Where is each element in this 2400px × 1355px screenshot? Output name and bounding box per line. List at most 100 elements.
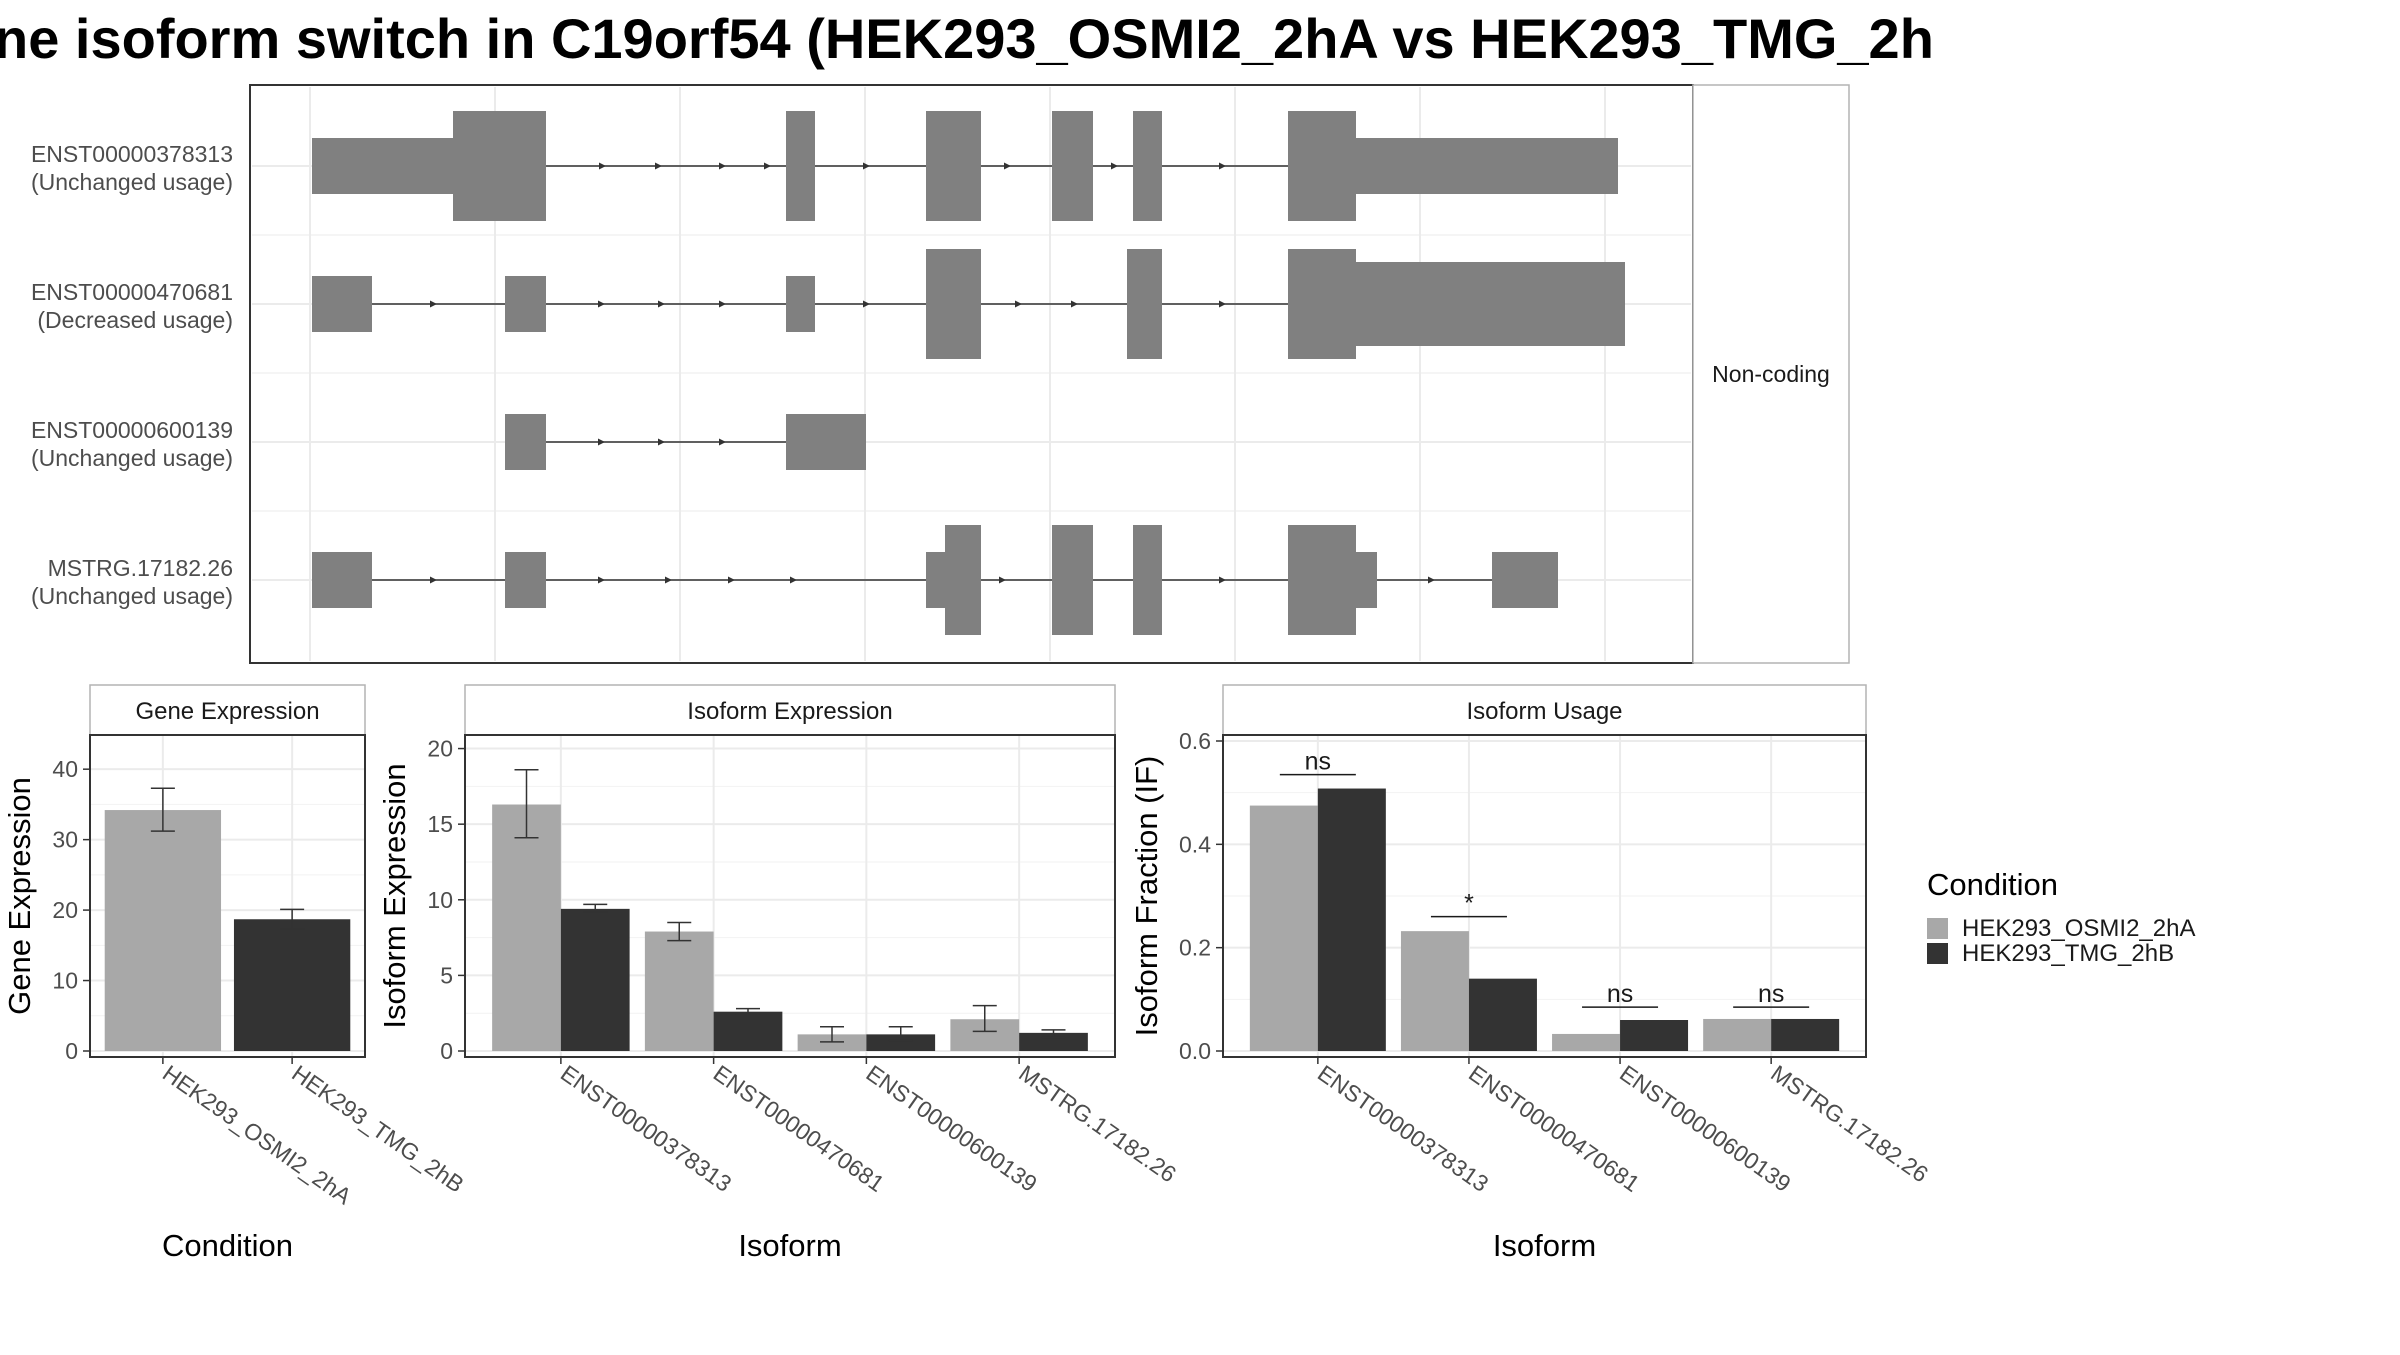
x-axis-title: Condition bbox=[162, 1228, 293, 1263]
direction-arrow bbox=[719, 162, 726, 170]
x-axis-title: Isoform bbox=[738, 1228, 841, 1263]
structure-strip-label: Non-coding bbox=[1712, 361, 1830, 387]
exon-block bbox=[1052, 111, 1093, 221]
panel-frame bbox=[464, 734, 1116, 1058]
panel-title: Gene Expression bbox=[135, 698, 319, 725]
direction-arrow bbox=[598, 300, 605, 308]
direction-arrow bbox=[790, 576, 797, 584]
exon-block bbox=[312, 138, 455, 194]
direction-arrow bbox=[1071, 300, 1078, 308]
direction-arrow bbox=[719, 438, 726, 446]
exon-block bbox=[505, 276, 546, 332]
transcript-labels: ENST00000378313(Unchanged usage)ENST0000… bbox=[31, 141, 233, 609]
exon-block bbox=[1052, 525, 1093, 635]
direction-arrow bbox=[764, 162, 771, 170]
x-axis-title: Isoform bbox=[1493, 1228, 1596, 1263]
y-tick-label: 40 bbox=[52, 756, 78, 782]
legend-key-condition-b bbox=[1927, 943, 1948, 964]
transcript-track bbox=[505, 414, 866, 470]
bar bbox=[492, 804, 561, 1051]
bar bbox=[1703, 1018, 1772, 1051]
bar bbox=[1400, 931, 1469, 1051]
x-tick-label: MSTRG.17182.26 bbox=[1766, 1060, 1933, 1188]
exon-block bbox=[786, 414, 866, 470]
exon-block bbox=[1288, 249, 1356, 359]
exon-block bbox=[1492, 552, 1558, 608]
panel-strip bbox=[89, 684, 366, 736]
transcript-track bbox=[312, 111, 1618, 221]
bar bbox=[1468, 978, 1537, 1051]
y-axis-title: Isoform Expression bbox=[377, 763, 412, 1028]
y-tick-label: 0.0 bbox=[1179, 1038, 1211, 1064]
transcript-track bbox=[312, 525, 1558, 635]
bar bbox=[104, 810, 222, 1051]
legend-title: Condition bbox=[1927, 867, 2058, 902]
y-tick-label: 10 bbox=[52, 968, 78, 994]
y-tick-label: 0 bbox=[440, 1038, 453, 1064]
exon-block bbox=[1133, 111, 1162, 221]
transcript-id-label: ENST00000600139 bbox=[31, 417, 233, 443]
exon-block bbox=[312, 276, 372, 332]
transcript-usage-label: (Unchanged usage) bbox=[31, 445, 233, 471]
bar bbox=[866, 1034, 936, 1051]
direction-arrow bbox=[728, 576, 735, 584]
bar bbox=[1019, 1032, 1088, 1051]
exon-block bbox=[1354, 262, 1625, 346]
direction-arrow bbox=[1015, 300, 1022, 308]
direction-arrow bbox=[1219, 162, 1226, 170]
bar bbox=[797, 1034, 867, 1051]
exon-block bbox=[1127, 249, 1162, 359]
bar bbox=[1771, 1018, 1840, 1051]
bar bbox=[713, 1011, 783, 1051]
direction-arrow bbox=[598, 576, 605, 584]
bar bbox=[1249, 805, 1318, 1051]
legend-key-condition-a bbox=[1927, 918, 1948, 939]
direction-arrow bbox=[863, 162, 870, 170]
condition-legend: Condition HEK293_OSMI2_2hA HEK293_TMG_2h… bbox=[1927, 867, 2195, 967]
y-tick-label: 0.4 bbox=[1179, 831, 1211, 857]
y-tick-label: 0.2 bbox=[1179, 935, 1211, 961]
bar bbox=[1620, 1020, 1689, 1051]
direction-arrow bbox=[1428, 576, 1435, 584]
y-tick-label: 20 bbox=[427, 736, 453, 762]
y-tick-label: 0 bbox=[65, 1038, 78, 1064]
direction-arrow bbox=[719, 300, 726, 308]
bar bbox=[644, 931, 714, 1051]
panel-title: Isoform Usage bbox=[1466, 698, 1622, 725]
transcript-usage-label: (Decreased usage) bbox=[37, 307, 233, 333]
exon-block bbox=[453, 111, 546, 221]
figure-title: ne isoform switch in C19orf54 (HEK293_OS… bbox=[0, 7, 1934, 70]
exon-block bbox=[1354, 552, 1377, 608]
structure-strip bbox=[1692, 84, 1850, 664]
direction-arrow bbox=[1219, 576, 1226, 584]
panel-frame bbox=[89, 734, 366, 1058]
x-tick-label: MSTRG.17182.26 bbox=[1014, 1060, 1181, 1188]
exon-block bbox=[1288, 111, 1356, 221]
exon-block bbox=[505, 414, 546, 470]
y-tick-label: 5 bbox=[440, 962, 453, 988]
transcript-id-label: MSTRG.17182.26 bbox=[48, 555, 233, 581]
direction-arrow bbox=[430, 576, 437, 584]
exon-block bbox=[945, 525, 981, 635]
direction-arrow bbox=[430, 300, 437, 308]
y-tick-label: 15 bbox=[427, 811, 453, 837]
direction-arrow bbox=[1004, 162, 1011, 170]
panel-title: Isoform Expression bbox=[687, 698, 892, 725]
legend-label-condition-b: HEK293_TMG_2hB bbox=[1962, 940, 2174, 967]
direction-arrow bbox=[999, 576, 1006, 584]
significance-label: ns bbox=[1305, 748, 1331, 776]
direction-arrow bbox=[1111, 162, 1118, 170]
bar bbox=[1317, 788, 1386, 1051]
exon-block bbox=[1288, 525, 1356, 635]
direction-arrow bbox=[658, 438, 665, 446]
transcript-structure-panel: Non-coding ENST00000378313(Unchanged usa… bbox=[31, 84, 1850, 664]
transcript-tracks bbox=[312, 111, 1625, 635]
gene-expression-panel: Gene Expression010203040HEK293_OSMI2_2hA… bbox=[2, 684, 469, 1263]
y-axis-title: Isoform Fraction (IF) bbox=[1129, 756, 1164, 1037]
bar bbox=[233, 919, 351, 1051]
exon-block bbox=[786, 276, 815, 332]
direction-arrow bbox=[1219, 300, 1226, 308]
direction-arrow bbox=[658, 300, 665, 308]
